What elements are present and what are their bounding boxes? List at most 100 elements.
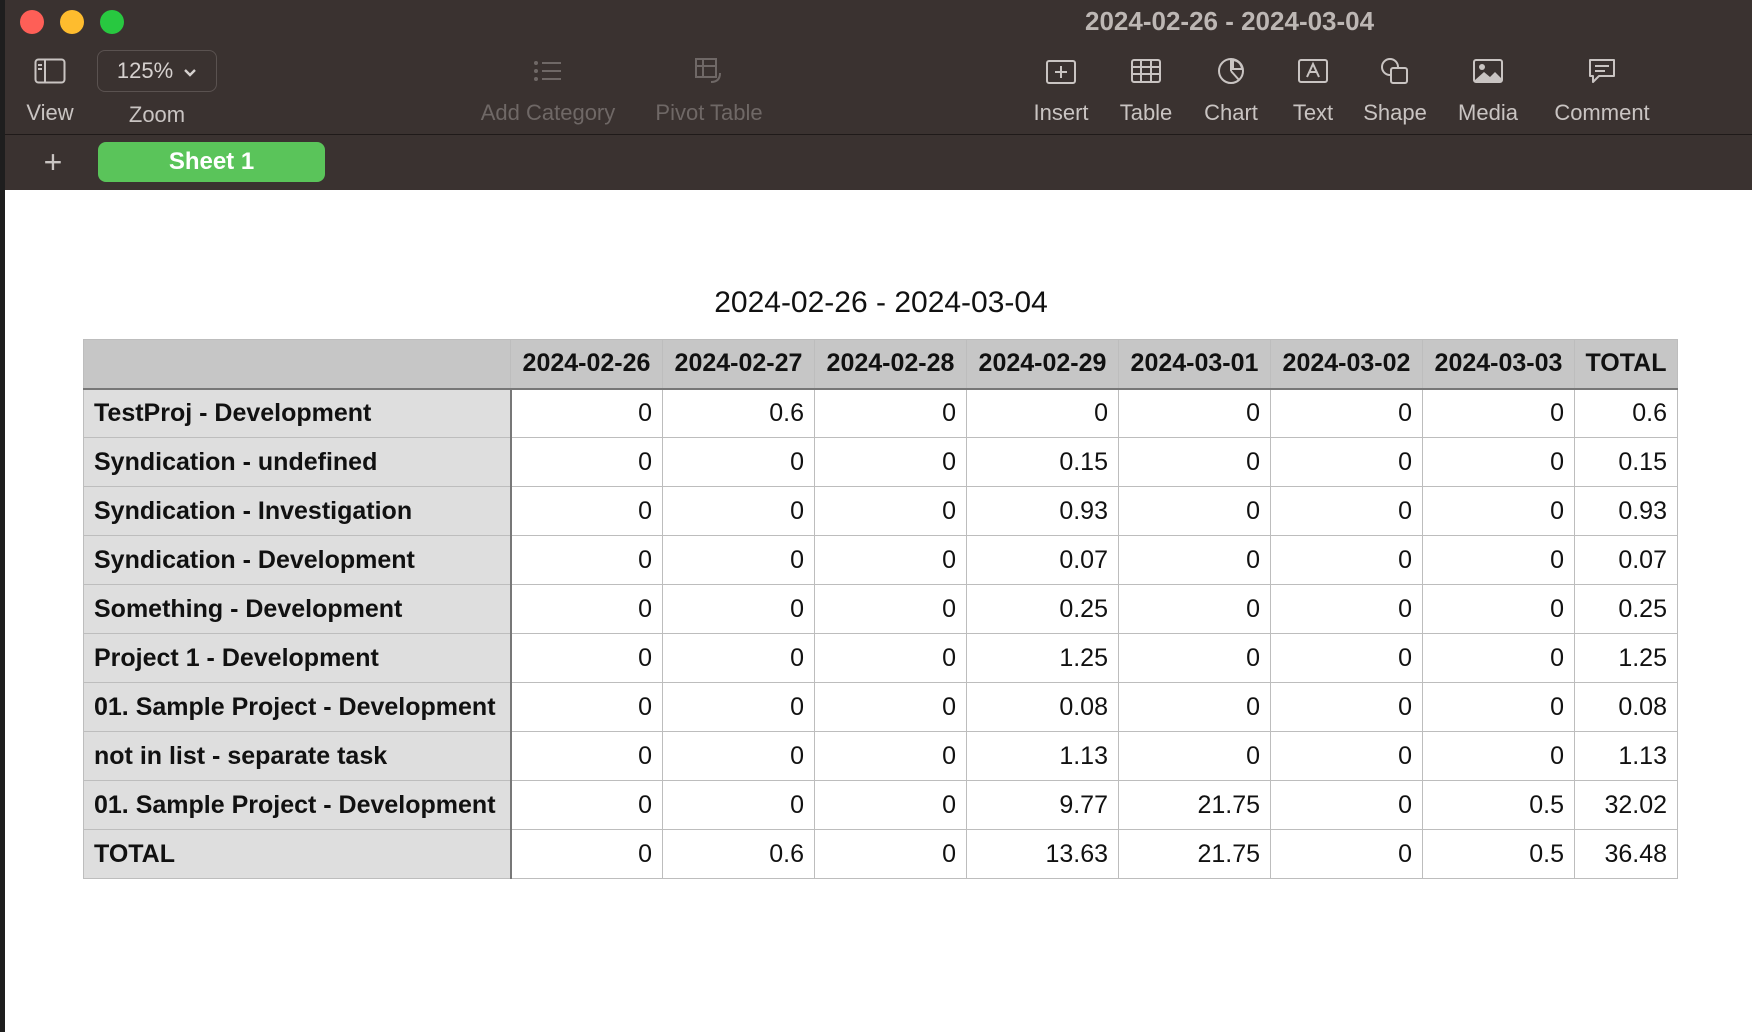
add-sheet-button[interactable]: + <box>43 144 63 180</box>
pivot-table-button[interactable]: Pivot Table <box>650 50 768 126</box>
column-header[interactable]: TOTAL <box>1574 339 1678 390</box>
table-cell[interactable]: 1.13 <box>966 731 1119 781</box>
table-cell[interactable]: 0 <box>1270 829 1423 879</box>
table-cell[interactable]: 0 <box>1422 535 1575 585</box>
table-cell[interactable]: 0 <box>662 780 815 830</box>
table-cell[interactable]: 1.13 <box>1574 731 1678 781</box>
table-cell[interactable]: 0 <box>1118 437 1271 487</box>
table-cell[interactable]: 0.08 <box>1574 682 1678 732</box>
table-cell[interactable]: 0 <box>814 486 967 536</box>
row-header-cell[interactable]: TestProj - Development <box>83 388 512 438</box>
row-header-cell[interactable]: not in list - separate task <box>83 731 512 781</box>
table-cell[interactable]: 0 <box>510 633 663 683</box>
text-button[interactable]: Text <box>1285 50 1341 126</box>
table-cell[interactable]: 0 <box>510 682 663 732</box>
table-cell[interactable]: 0 <box>1422 486 1575 536</box>
corner-header-cell[interactable] <box>83 339 511 390</box>
table-cell[interactable]: 0 <box>1270 633 1423 683</box>
table-cell[interactable]: 0.6 <box>662 388 815 438</box>
shape-button[interactable]: Shape <box>1359 50 1431 126</box>
table-cell[interactable]: 0 <box>1118 535 1271 585</box>
column-header[interactable]: 2024-03-02 <box>1270 339 1423 390</box>
table-cell[interactable]: 0 <box>814 780 967 830</box>
table-cell[interactable]: 0 <box>662 731 815 781</box>
row-header-cell[interactable]: TOTAL <box>83 829 512 879</box>
insert-button[interactable]: Insert <box>1025 50 1097 126</box>
row-header-cell[interactable]: Something - Development <box>83 584 512 634</box>
table-cell[interactable]: 0 <box>1118 682 1271 732</box>
table-cell[interactable]: 21.75 <box>1118 780 1271 830</box>
table-cell[interactable]: 0 <box>1118 486 1271 536</box>
table-cell[interactable]: 0 <box>1422 731 1575 781</box>
table-cell[interactable]: 0 <box>510 535 663 585</box>
column-header[interactable]: 2024-03-03 <box>1422 339 1575 390</box>
table-cell[interactable]: 0 <box>966 388 1119 438</box>
table-cell[interactable]: 0 <box>510 437 663 487</box>
table-cell[interactable]: 0 <box>1270 486 1423 536</box>
table-cell[interactable]: 0 <box>814 535 967 585</box>
table-cell[interactable]: 0.93 <box>966 486 1119 536</box>
table-cell[interactable]: 0 <box>510 731 663 781</box>
table-cell[interactable]: 0 <box>662 437 815 487</box>
table-cell[interactable]: 0 <box>510 780 663 830</box>
table-cell[interactable]: 0 <box>662 682 815 732</box>
table-cell[interactable]: 0 <box>1118 584 1271 634</box>
table-cell[interactable]: 0 <box>1422 633 1575 683</box>
sheet-tab[interactable]: Sheet 1 <box>98 142 325 182</box>
close-window-button[interactable] <box>20 10 44 34</box>
row-header-cell[interactable]: 01. Sample Project - Development <box>83 780 512 830</box>
column-header[interactable]: 2024-02-28 <box>814 339 967 390</box>
table-cell[interactable]: 0 <box>814 388 967 438</box>
zoom-select[interactable]: 125% <box>97 50 217 92</box>
table-cell[interactable]: 0.93 <box>1574 486 1678 536</box>
table-cell[interactable]: 0 <box>814 437 967 487</box>
table-cell[interactable]: 21.75 <box>1118 829 1271 879</box>
table-cell[interactable]: 0 <box>814 682 967 732</box>
table-cell[interactable]: 0 <box>510 388 663 438</box>
row-header-cell[interactable]: Project 1 - Development <box>83 633 512 683</box>
column-header[interactable]: 2024-02-29 <box>966 339 1119 390</box>
table-cell[interactable]: 0 <box>1270 682 1423 732</box>
column-header[interactable]: 2024-03-01 <box>1118 339 1271 390</box>
table-cell[interactable]: 13.63 <box>966 829 1119 879</box>
view-button[interactable]: View <box>19 50 81 126</box>
table-button[interactable]: Table <box>1113 50 1179 126</box>
table-cell[interactable]: 0 <box>814 633 967 683</box>
table-cell[interactable]: 0.07 <box>966 535 1119 585</box>
table-cell[interactable]: 0.15 <box>1574 437 1678 487</box>
row-header-cell[interactable]: Syndication - undefined <box>83 437 512 487</box>
table-cell[interactable]: 0 <box>1270 780 1423 830</box>
table-cell[interactable]: 0 <box>1118 388 1271 438</box>
add-category-button[interactable]: Add Category <box>473 50 623 126</box>
table-cell[interactable]: 0 <box>1118 731 1271 781</box>
media-button[interactable]: Media <box>1452 50 1524 126</box>
table-cell[interactable]: 1.25 <box>1574 633 1678 683</box>
row-header-cell[interactable]: 01. Sample Project - Development <box>83 682 512 732</box>
table-cell[interactable]: 0 <box>1270 584 1423 634</box>
table-cell[interactable]: 0 <box>1422 437 1575 487</box>
table-cell[interactable]: 0 <box>662 633 815 683</box>
table-cell[interactable]: 0.5 <box>1422 780 1575 830</box>
table-cell[interactable]: 0 <box>1422 584 1575 634</box>
table-cell[interactable]: 0 <box>662 535 815 585</box>
table-cell[interactable]: 0.6 <box>662 829 815 879</box>
table-cell[interactable]: 0 <box>814 829 967 879</box>
table-cell[interactable]: 0.25 <box>1574 584 1678 634</box>
table-cell[interactable]: 0 <box>1270 731 1423 781</box>
table-cell[interactable]: 0 <box>1118 633 1271 683</box>
table-cell[interactable]: 0 <box>662 584 815 634</box>
table-cell[interactable]: 0 <box>510 829 663 879</box>
column-header[interactable]: 2024-02-26 <box>510 339 663 390</box>
comment-button[interactable]: Comment <box>1548 50 1656 126</box>
table-cell[interactable]: 0 <box>814 731 967 781</box>
row-header-cell[interactable]: Syndication - Development <box>83 535 512 585</box>
table-cell[interactable]: 0 <box>1422 388 1575 438</box>
chart-button[interactable]: Chart <box>1198 50 1264 126</box>
table-cell[interactable]: 1.25 <box>966 633 1119 683</box>
table-cell[interactable]: 0 <box>1270 388 1423 438</box>
table-cell[interactable]: 0 <box>1270 535 1423 585</box>
table-cell[interactable]: 0.07 <box>1574 535 1678 585</box>
table-cell[interactable]: 0.08 <box>966 682 1119 732</box>
row-header-cell[interactable]: Syndication - Investigation <box>83 486 512 536</box>
table-cell[interactable]: 0 <box>662 486 815 536</box>
